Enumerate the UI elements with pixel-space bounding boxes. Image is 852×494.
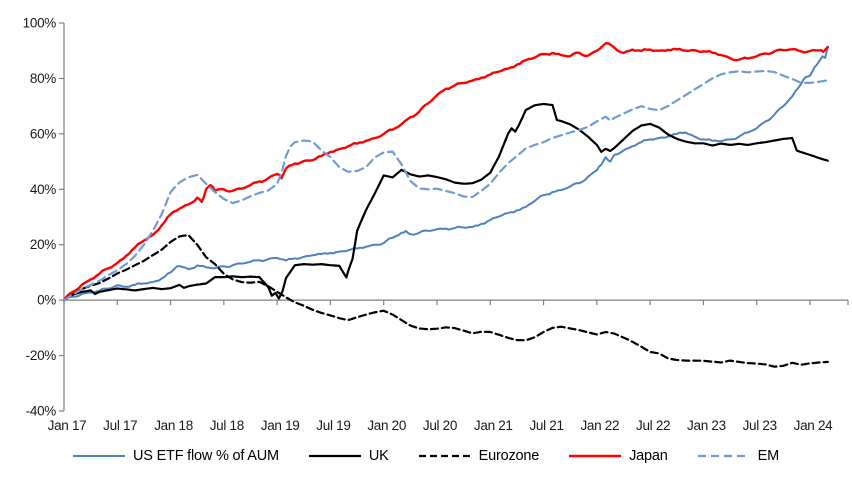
- x-axis-tick-label: Jul 21: [529, 418, 563, 433]
- y-axis-tick-label: -20%: [26, 348, 57, 363]
- chart-legend: US ETF flow % of AUM UK Eurozone Japan E…: [0, 448, 852, 464]
- legend-line-japan-icon: [569, 454, 622, 458]
- legend-label-japan: Japan: [629, 448, 668, 464]
- x-axis-tick-label: Jul 17: [103, 418, 137, 433]
- series-line-japan: [62, 42, 829, 302]
- series-line-em: [62, 69, 829, 302]
- y-axis-tick-label: 20%: [30, 237, 56, 252]
- legend-item-em: EM: [697, 448, 780, 464]
- y-axis-tick-label: 60%: [30, 126, 56, 141]
- x-axis-tick-label: Jul 23: [743, 418, 777, 433]
- x-axis-tick-label: Jan 24: [794, 418, 834, 433]
- x-axis-tick-label: Jul 18: [210, 418, 244, 433]
- x-axis-tick-label: Jul 20: [423, 418, 457, 433]
- legend-label-em: EM: [757, 448, 780, 464]
- x-axis-tick-label: Jan 18: [154, 418, 193, 433]
- x-axis-tick-label: Jan 23: [687, 418, 726, 433]
- x-axis-tick-label: Jan 21: [474, 418, 513, 433]
- legend-label-us: US ETF flow % of AUM: [133, 448, 279, 464]
- legend-item-japan: Japan: [569, 448, 668, 464]
- legend-item-us-etf-flow: US ETF flow % of AUM: [73, 448, 279, 464]
- legend-label-uk: UK: [368, 448, 389, 464]
- series-line-uk: [62, 102, 829, 302]
- legend-line-eurozone-icon: [418, 454, 471, 458]
- x-axis-tick-label: Jan 22: [580, 418, 619, 433]
- y-axis-tick-label: 0%: [37, 293, 56, 308]
- x-axis-tick-label: Jan 17: [48, 418, 87, 433]
- x-axis-tick-label: Jan 20: [367, 418, 406, 433]
- legend-line-us-icon: [73, 455, 125, 457]
- legend-line-em-icon: [697, 454, 750, 458]
- y-axis-tick-label: 100%: [23, 16, 57, 31]
- legend-item-eurozone: Eurozone: [418, 448, 540, 464]
- legend-item-uk: UK: [308, 448, 389, 464]
- y-axis-tick-label: 40%: [30, 182, 56, 197]
- legend-line-uk-icon: [308, 454, 361, 458]
- line-chart-plot-area: 100% 80% 60% 40% 20% 0% -20% -40%Jan 17 Jul 17 Ja…: [23, 16, 849, 433]
- x-axis-tick-label: Jul 19: [316, 418, 350, 433]
- x-axis-tick-label: Jan 19: [261, 418, 300, 433]
- x-axis-tick-label: Jul 22: [636, 418, 670, 433]
- y-axis-tick-label: -40%: [26, 404, 57, 419]
- series-line-eurozone: [62, 233, 829, 368]
- y-axis-tick-label: 80%: [30, 71, 56, 86]
- series-line-us-etf-flow-of-aum: [63, 45, 829, 302]
- legend-label-eurozone: Eurozone: [478, 448, 540, 464]
